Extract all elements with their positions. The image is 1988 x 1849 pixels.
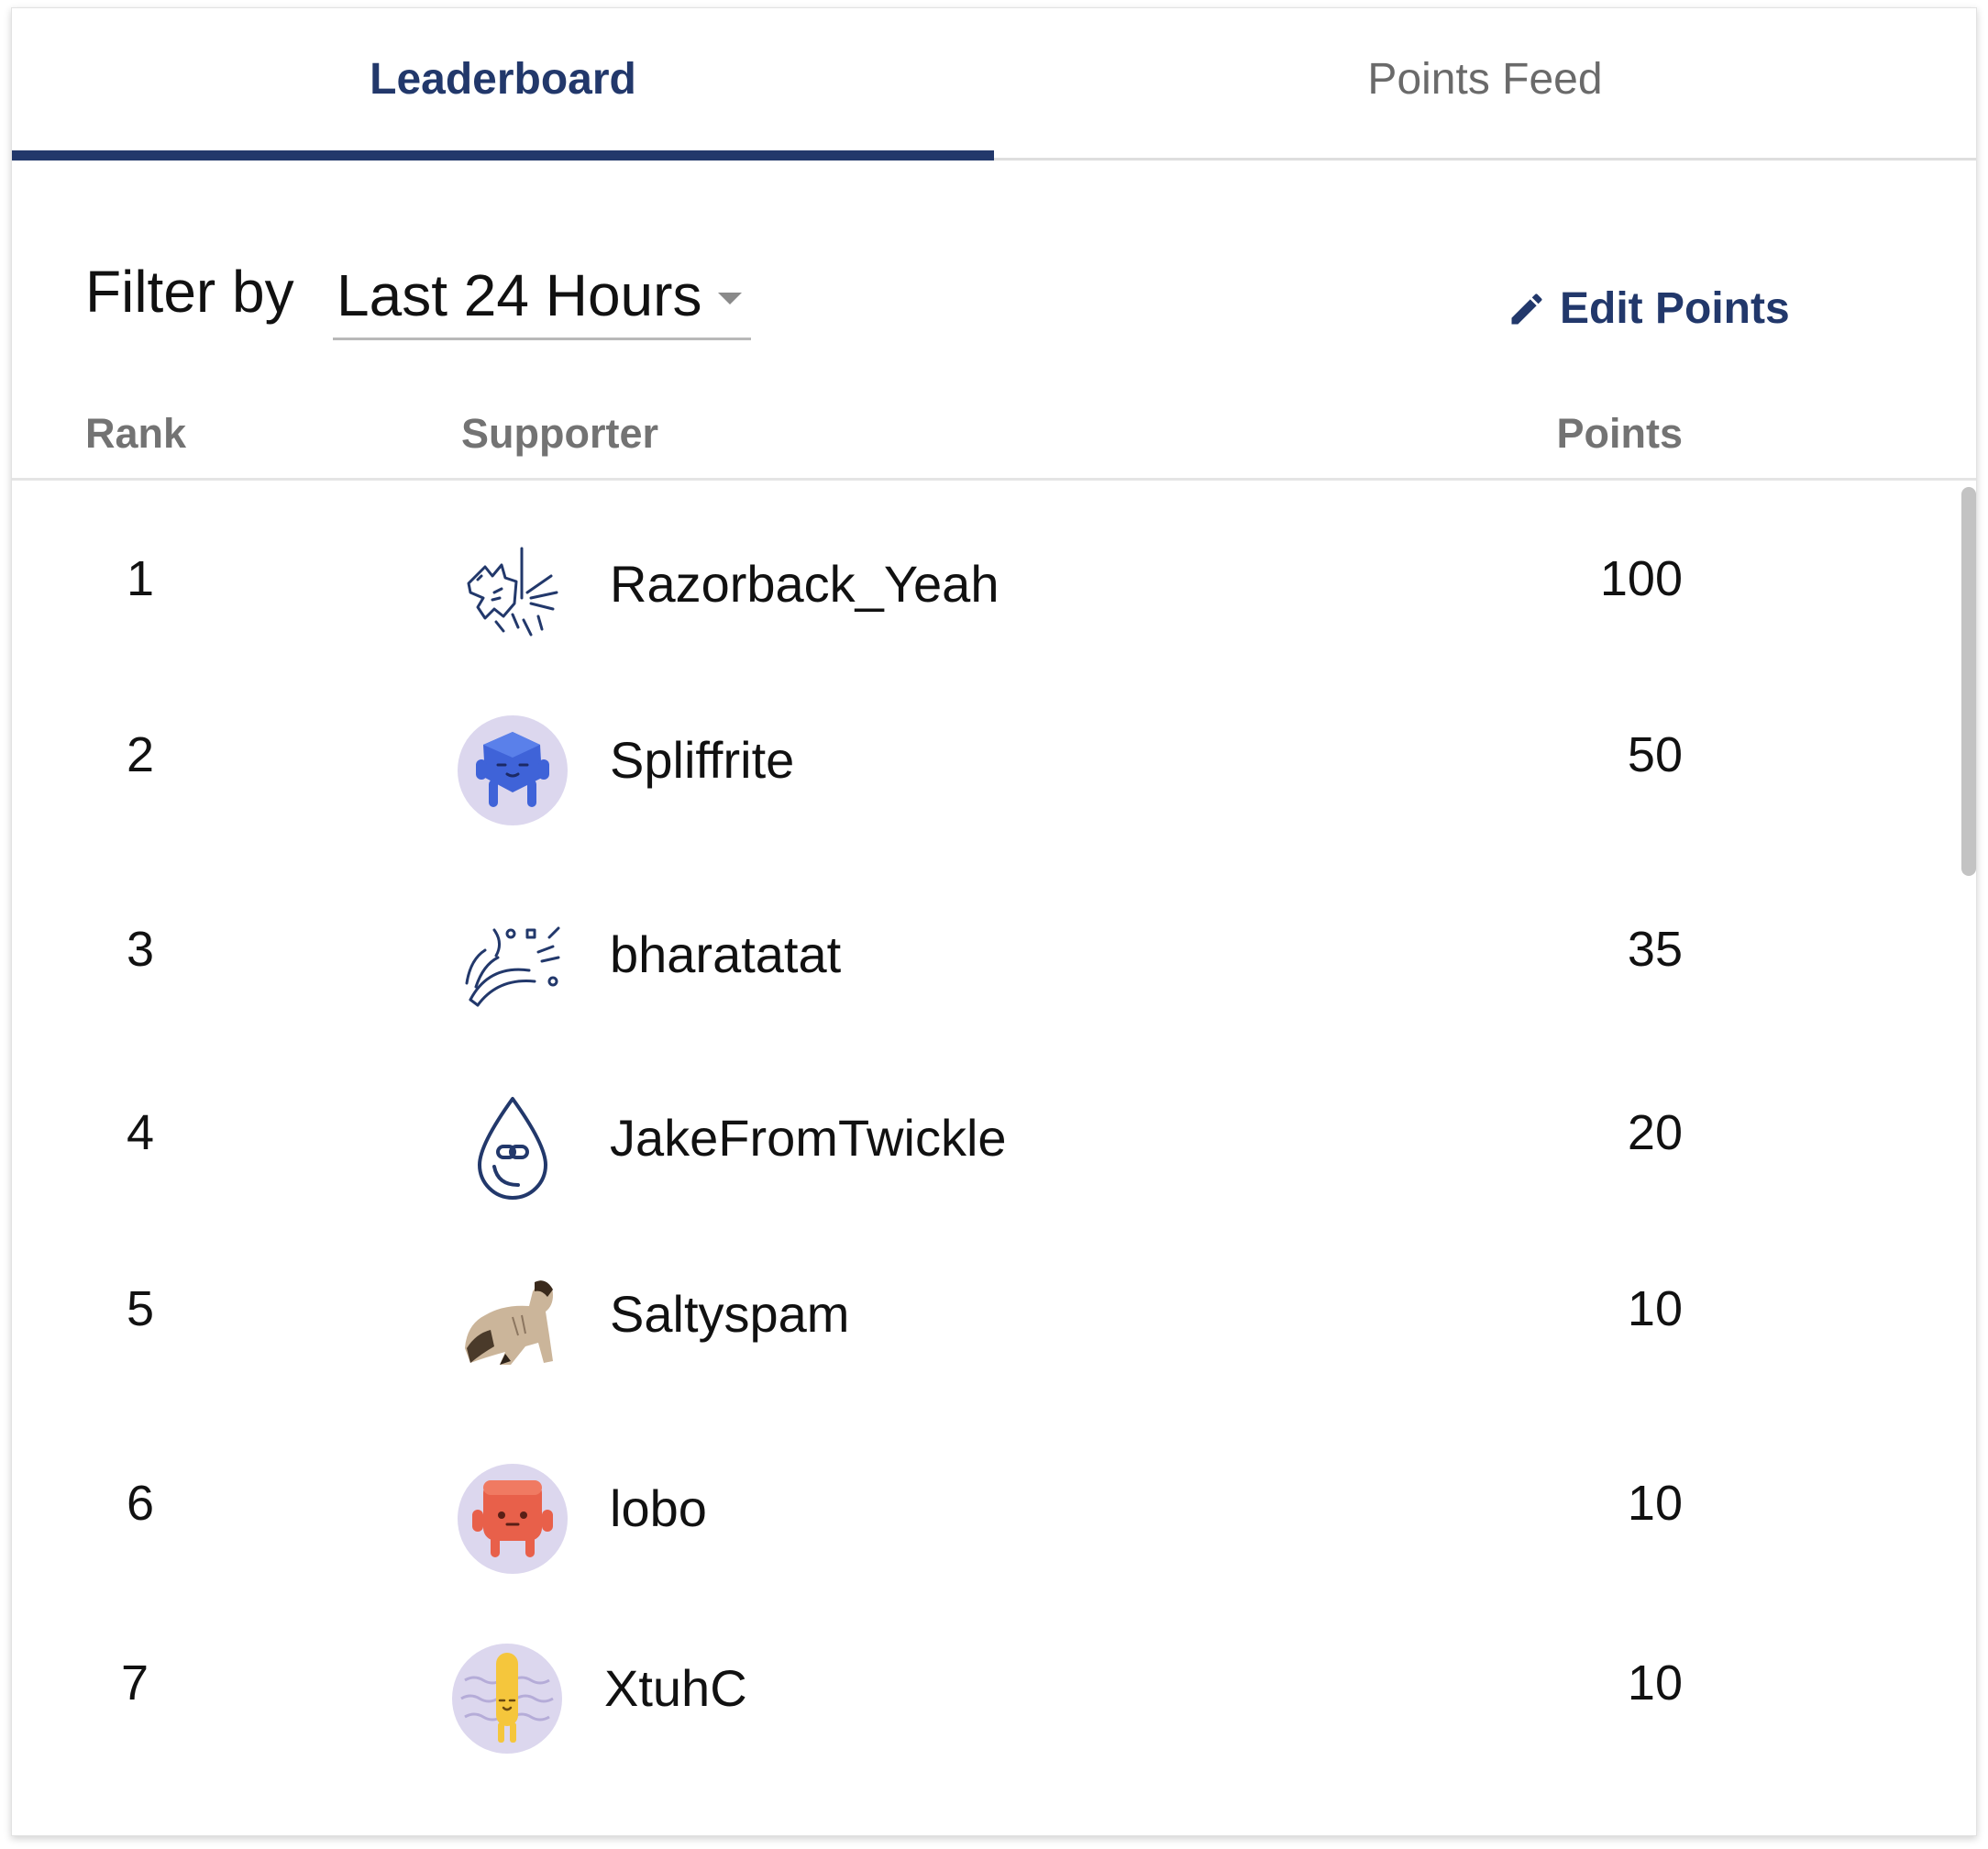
pencil-icon (1511, 293, 1542, 324)
points-value: 50 (1627, 727, 1683, 782)
leaderboard-row[interactable]: 1 Razorback_Yeah 100 (12, 481, 1976, 655)
leaderboard-row[interactable]: 7 XtuhC 10 (12, 1585, 1976, 1759)
rank-number: 7 (120, 1655, 149, 1711)
photo-avatar[interactable] (458, 1269, 568, 1379)
leaderboard-row[interactable]: 2 Spliffrite 50 (12, 657, 1976, 831)
yellow-blob-avatar[interactable] (452, 1644, 562, 1754)
leaderboard-row[interactable]: 4 JakeFromTwickle 20 (12, 1035, 1976, 1209)
column-header-supporter[interactable]: Supporter (461, 410, 659, 457)
points-value: 20 (1627, 1105, 1683, 1160)
header-divider (12, 478, 1976, 481)
time-filter-dropdown[interactable]: Last 24 Hours (333, 250, 751, 340)
leaderboard-row[interactable]: 6 lobo 10 (12, 1405, 1976, 1579)
party-popper-line-icon[interactable] (458, 910, 568, 1020)
unicorn-line-icon[interactable] (458, 539, 568, 649)
leaderboard-card: Leaderboard Points Feed Filter by Last 2… (11, 7, 1977, 1836)
leaderboard-row[interactable]: 3 bharatatat 35 (12, 851, 1976, 1025)
rank-number: 3 (126, 922, 155, 977)
column-header-points[interactable]: Points (1556, 410, 1683, 457)
points-value: 100 (1599, 551, 1683, 606)
tab-bar: Leaderboard Points Feed (12, 8, 1976, 161)
supporter-name[interactable]: Spliffrite (610, 731, 795, 789)
supporter-name[interactable]: lobo (610, 1479, 707, 1537)
rank-number: 2 (126, 727, 155, 782)
list-scrollbar-thumb[interactable] (1961, 487, 1976, 876)
points-value: 10 (1627, 1281, 1683, 1336)
leaderboard-list[interactable]: 1 Razorback_Yeah 100 2 (12, 481, 1976, 1835)
supporter-name[interactable]: Saltyspam (610, 1285, 850, 1343)
points-value: 10 (1627, 1476, 1683, 1531)
edit-points-button[interactable]: Edit Points (1507, 283, 1790, 334)
points-value: 35 (1627, 922, 1683, 977)
blue-blob-avatar[interactable] (458, 715, 568, 825)
rank-number: 4 (126, 1105, 155, 1160)
caret-down-icon (718, 293, 742, 304)
supporter-name[interactable]: XtuhC (604, 1659, 747, 1717)
supporter-name[interactable]: JakeFromTwickle (610, 1109, 1007, 1167)
supporter-name[interactable]: Razorback_Yeah (610, 555, 1000, 613)
rank-number: 6 (126, 1476, 155, 1531)
leaderboard-row[interactable]: 5 Saltyspam 10 (12, 1211, 1976, 1385)
filter-label: Filter by (85, 259, 294, 325)
water-drop-line-icon[interactable] (458, 1093, 568, 1203)
supporter-name[interactable]: bharatatat (610, 925, 842, 983)
rank-number: 1 (126, 551, 155, 606)
edit-points-label: Edit Points (1560, 284, 1790, 333)
rank-number: 5 (126, 1281, 155, 1336)
tab-points-feed[interactable]: Points Feed (1367, 55, 1603, 104)
red-blob-avatar[interactable] (458, 1464, 568, 1574)
points-value: 10 (1627, 1655, 1683, 1711)
tab-leaderboard[interactable]: Leaderboard (12, 8, 994, 161)
time-filter-value: Last 24 Hours (337, 262, 702, 328)
column-header-rank[interactable]: Rank (85, 410, 187, 457)
